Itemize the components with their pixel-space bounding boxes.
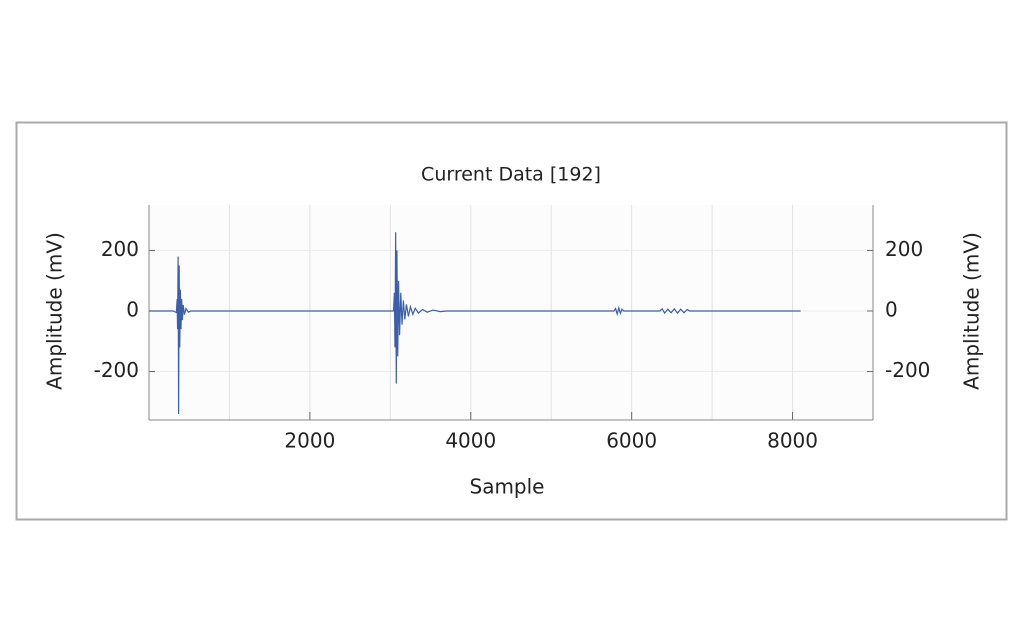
- x-tick-label: 4000: [445, 429, 496, 453]
- plot-area: [149, 205, 873, 420]
- y-tick-label: -200: [94, 358, 139, 382]
- y2-tick-label: 0: [885, 297, 898, 321]
- signal-line: [149, 232, 801, 414]
- x-tick-label: 2000: [284, 429, 335, 453]
- y2-axis-label: Amplitude (mV): [960, 232, 984, 390]
- chart-title: Current Data [192]: [421, 164, 601, 186]
- x-tick-label: 8000: [767, 429, 818, 453]
- x-axis-label: Sample: [470, 475, 545, 499]
- x-tick-label: 6000: [606, 429, 657, 453]
- y-tick-label: 200: [101, 237, 139, 261]
- y-axis-label: Amplitude (mV): [43, 232, 67, 390]
- y2-tick-label: 200: [885, 237, 923, 261]
- y-tick-label: 0: [126, 297, 139, 321]
- y2-tick-label: -200: [885, 358, 930, 382]
